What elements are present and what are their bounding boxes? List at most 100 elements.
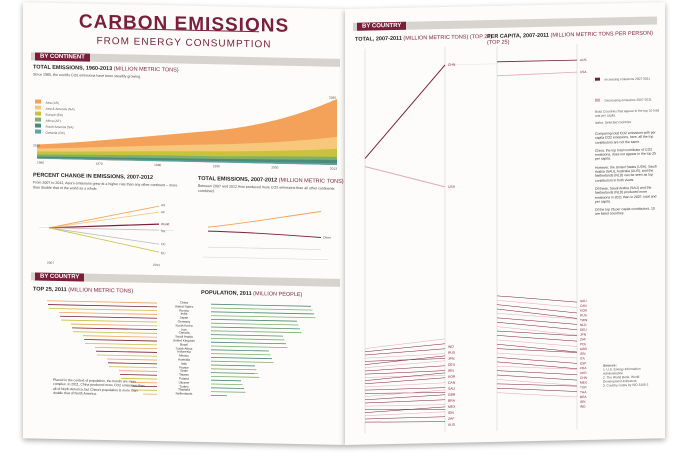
- slope-line: [496, 352, 578, 359]
- population-bar: [211, 364, 255, 367]
- slope-line: [496, 387, 578, 392]
- side-note: China, the top total contributor of CO2 …: [595, 147, 657, 162]
- top25-header: TOP 25, 2011 (MILLION METRIC TONS): [33, 286, 134, 295]
- pct-label: AS: [161, 203, 166, 208]
- slope-label-percap: NLD: [580, 323, 587, 327]
- emission-bar: [121, 377, 157, 380]
- emission-bar: [84, 339, 157, 342]
- slope-label-total: CHN: [448, 63, 456, 67]
- side-note: However, the United States (USA), Saudi …: [595, 164, 657, 183]
- emission-bar: [109, 366, 157, 369]
- slope-label-percap: RUS: [580, 313, 587, 317]
- slope-line: [364, 399, 446, 404]
- butterfly-bars: [47, 300, 316, 397]
- slope-legend: Increasing emissions 2007-2011 Decreasin…: [595, 66, 660, 125]
- slope-line: [364, 382, 446, 388]
- slope-chart: CHNUSAINDRUSJPNDEUIRNKORCANSAUGBRBRAMEXI…: [364, 44, 588, 434]
- population-bar: [211, 315, 316, 319]
- legend-swatch: [595, 77, 600, 81]
- slope-line: [364, 355, 446, 365]
- side-notes: Comparing total CO2 emissions with per c…: [595, 130, 657, 216]
- emission-bar: [72, 327, 157, 331]
- population-bar: [211, 341, 286, 345]
- slope-label-percap: ESP: [580, 361, 586, 365]
- sources: Sources: 1. U.S. Energy Information Admi…: [603, 362, 658, 387]
- slope-line: [364, 387, 446, 391]
- pct-change-chart: [39, 205, 174, 253]
- slope-label-total: CAN: [448, 381, 456, 385]
- slope-line: [364, 411, 446, 417]
- area-legend: Asia (AS) Asia & America (NA) Europe (EU…: [35, 91, 75, 135]
- slope-line: [496, 365, 578, 370]
- slope-line: [496, 392, 578, 398]
- area-start-label: 2915: [33, 143, 41, 148]
- slope-line: [364, 404, 446, 407]
- slope-line: [496, 357, 578, 364]
- slope-line: [364, 338, 446, 349]
- slope-line: [364, 375, 446, 378]
- slope-line: [364, 358, 446, 362]
- emission-bar: [96, 350, 157, 353]
- slope-line: [496, 330, 578, 336]
- side-note: Comparing total CO2 emissions with per c…: [595, 130, 656, 145]
- emission-bar: [131, 381, 157, 384]
- population-bar: [211, 368, 257, 371]
- slope-label-percap: THA: [580, 390, 587, 394]
- slope-label-percap: ITA: [580, 357, 586, 361]
- slope-line: [496, 308, 578, 319]
- left-page: CARBON EMISSIONS FROM ENERGY CONSUMPTION…: [23, 2, 345, 445]
- slope-label-percap: TUR: [580, 385, 587, 389]
- population-bar: [211, 307, 313, 311]
- slope-line: [497, 59, 577, 63]
- slope-line: [496, 313, 578, 320]
- population-bar: [211, 326, 300, 330]
- population-bar: [211, 311, 314, 315]
- continent-area-chart: [37, 98, 337, 166]
- slope-line: [364, 166, 446, 188]
- emission-bar: [95, 346, 157, 350]
- slope-line: [496, 339, 578, 347]
- slope-line: [496, 348, 578, 353]
- pct-label: EU: [161, 251, 166, 256]
- emission-bar: [59, 312, 157, 315]
- slope-label-total: MEX: [448, 405, 456, 409]
- emission-bar: [97, 354, 157, 357]
- slope-line: [496, 370, 578, 375]
- legend-note: Bold: Countries that appear in the top 1…: [595, 108, 660, 118]
- slope-line: [364, 392, 446, 394]
- slope-line: [445, 63, 497, 66]
- slope-label-total: IDN: [448, 411, 454, 415]
- slope-line: [364, 64, 446, 159]
- emission-bar: [73, 331, 157, 334]
- emission-bar: [71, 323, 157, 327]
- slope-label-percap: CHN: [580, 376, 588, 380]
- side-note: Of these, Saudi Arabia (SAU) and the Net…: [595, 185, 657, 204]
- population-bar: [211, 330, 302, 334]
- population-bar: [211, 322, 299, 326]
- slope-label-total: KOR: [448, 375, 456, 379]
- pct-label: OC: [161, 242, 166, 247]
- slope-label-percap: UKR: [580, 371, 587, 375]
- section-band-country: BY COUNTRY: [31, 272, 340, 287]
- slope-line: [364, 389, 446, 397]
- slope-label-total: ZAF: [448, 417, 454, 421]
- slope-label-total: AUS: [448, 423, 456, 427]
- slope-label-percap: SAU: [580, 299, 587, 303]
- emission-bar: [60, 315, 157, 319]
- emission-bar: [108, 362, 157, 365]
- legend-item: Increasing emissions 2007-2011: [595, 66, 660, 85]
- slope-label-percap: DEU: [580, 328, 587, 332]
- population-bar: [211, 334, 283, 337]
- area-end-label: 3280: [329, 95, 337, 100]
- population-bar: [211, 387, 244, 389]
- slope-line: [364, 348, 446, 356]
- emission-bar: [61, 319, 157, 323]
- slope-line: [364, 360, 446, 369]
- total-0712-desc: Between 2007 and 2012 Asia produced more…: [198, 183, 335, 193]
- right-page: BY COUNTRY TOTAL, 2007-2011 (MILLION MET…: [345, 2, 665, 445]
- slope-line: [496, 321, 578, 330]
- legend-swatch: [595, 98, 600, 102]
- population-bar: [211, 372, 258, 374]
- slope-line: [496, 335, 578, 342]
